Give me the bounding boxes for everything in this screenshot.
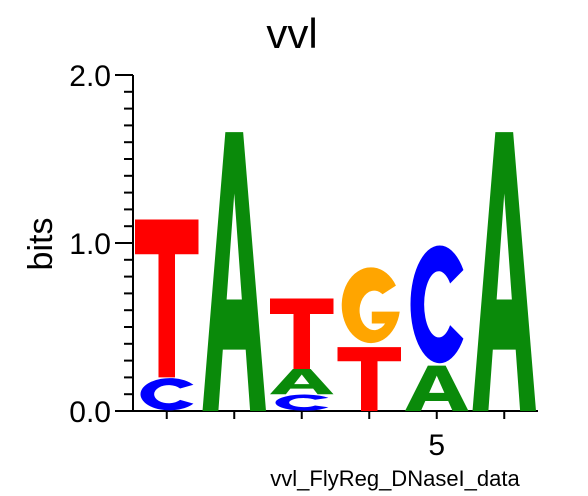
x-tick-label: 5: [428, 429, 445, 462]
letter-A-pos-6: [472, 132, 536, 411]
y-tick-label: 1.0: [69, 228, 111, 261]
x-axis-label: vvl_FlyReg_DNaseI_data: [270, 466, 520, 491]
y-axis-label: bits: [22, 218, 60, 271]
letter-G-pos-4: [341, 267, 400, 344]
chart-title: vvl: [266, 10, 317, 57]
letter-T-pos-3: [270, 298, 334, 369]
letter-C-pos-1: [140, 378, 194, 411]
letter-C-pos-3: [275, 394, 329, 411]
letter-C-pos-5: [410, 245, 464, 364]
letter-stacks: [135, 132, 536, 412]
y-tick-label: 0.0: [69, 396, 111, 429]
letter-A-pos-5: [405, 365, 469, 412]
y-tick-label: 2.0: [69, 60, 111, 93]
letter-T-pos-4: [337, 347, 401, 411]
letter-A-pos-3: [270, 369, 334, 395]
letter-T-pos-1: [135, 219, 199, 378]
letter-A-pos-2: [202, 132, 266, 411]
axes: 0.0 1.0 2.0 5: [69, 60, 538, 462]
